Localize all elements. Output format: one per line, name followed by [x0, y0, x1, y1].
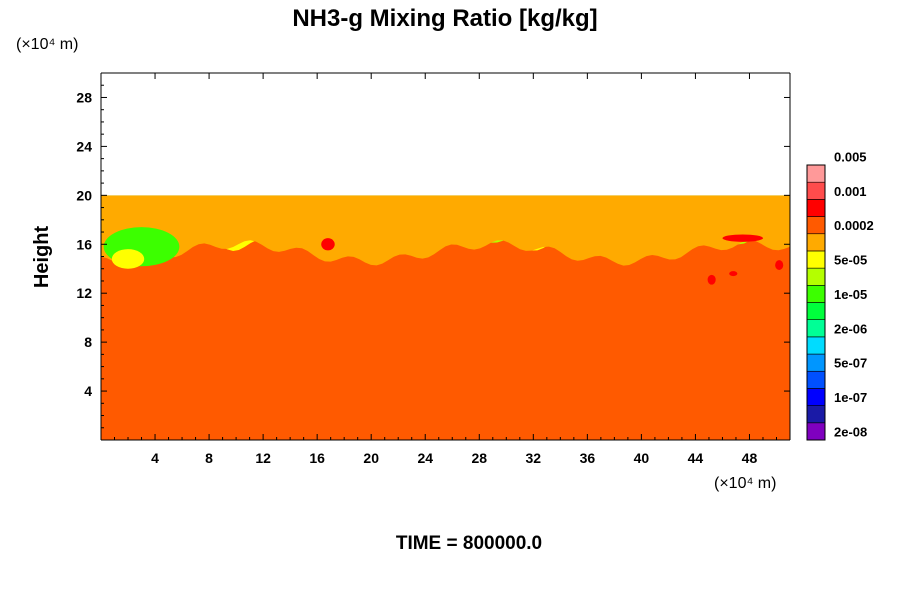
colorbar-label: 2e-06	[834, 321, 867, 336]
colorbar-swatch	[806, 233, 826, 252]
y-tick-label: 20	[76, 187, 92, 203]
colorbar-swatch	[806, 250, 826, 269]
heatmap-spots	[103, 227, 784, 285]
x-tick-label: 44	[688, 450, 704, 466]
colorbar-label: 0.005	[834, 149, 867, 164]
heatmap-spot	[722, 234, 763, 242]
x-tick-label: 8	[205, 450, 213, 466]
x-tick-label: 28	[471, 450, 487, 466]
colorbar-swatch	[806, 370, 826, 389]
y-axis-unit: (×10⁴ m)	[16, 36, 78, 53]
colorbar-swatch	[806, 353, 826, 372]
colorbar-label: 0.0002	[834, 218, 874, 233]
x-ticks: 4 8 12 16 20 24 28 32 36 40 44 48	[114, 73, 777, 466]
heatmap-spot	[729, 271, 738, 277]
colorbar-swatch	[806, 285, 826, 303]
y-tick-label: 24	[76, 138, 92, 154]
x-tick-label: 4	[151, 450, 159, 466]
heatmap-bands	[101, 73, 790, 266]
colorbar-swatch	[806, 405, 826, 424]
colorbar: 2e-08 1e-07 5e-07 2e-06 1e-05 5e-05 0.0002 0.00…	[806, 149, 874, 441]
heatmap-spot	[321, 238, 335, 251]
heatmap-empty-region	[101, 73, 790, 196]
heatmap-spot	[775, 260, 784, 270]
colorbar-swatch	[806, 302, 826, 320]
heatmap-spot	[111, 249, 145, 269]
colorbar-swatch	[806, 267, 826, 286]
y-tick-label: 4	[84, 383, 92, 399]
y-axis-label: Height	[31, 226, 53, 289]
colorbar-label: 0.001	[834, 184, 867, 199]
y-tick-label: 12	[76, 285, 92, 301]
x-tick-label: 12	[255, 450, 271, 466]
colorbar-swatch	[806, 199, 826, 217]
x-tick-label: 24	[417, 450, 433, 466]
colorbar-swatch	[806, 181, 826, 200]
y-tick-label: 28	[76, 89, 92, 105]
x-tick-label: 32	[526, 450, 542, 466]
colorbar-label: 1e-05	[834, 287, 867, 302]
x-tick-label: 16	[309, 450, 325, 466]
colorbar-label: 5e-05	[834, 253, 867, 268]
colorbar-swatch	[806, 388, 826, 406]
colorbar-label: 2e-08	[834, 424, 867, 439]
y-tick-label: 8	[84, 334, 92, 350]
heatmap-spot	[707, 274, 716, 285]
colorbar-frame	[806, 164, 826, 441]
x-tick-label: 40	[634, 450, 650, 466]
x-tick-label: 48	[742, 450, 758, 466]
colorbar-swatch	[806, 422, 826, 441]
colorbar-label: 1e-07	[834, 390, 867, 405]
y-ticks: 4 8 12 16 20 24 28	[76, 84, 790, 429]
y-tick-label: 16	[76, 236, 92, 252]
colorbar-swatch	[806, 216, 826, 235]
x-axis-unit: (×10⁴ m)	[714, 475, 776, 492]
heatmap-area	[101, 73, 790, 440]
x-tick-label: 36	[580, 450, 596, 466]
colorbar-swatch	[806, 336, 826, 355]
heatmap-band	[101, 195, 790, 266]
x-tick-label: 20	[363, 450, 379, 466]
colorbar-label: 5e-07	[834, 356, 867, 371]
footer-time: TIME = 800000.0	[396, 533, 542, 554]
colorbar-swatch	[806, 164, 826, 183]
colorbar-swatch	[806, 319, 826, 338]
chart-title: NH3-g Mixing Ratio [kg/kg]	[292, 5, 597, 32]
